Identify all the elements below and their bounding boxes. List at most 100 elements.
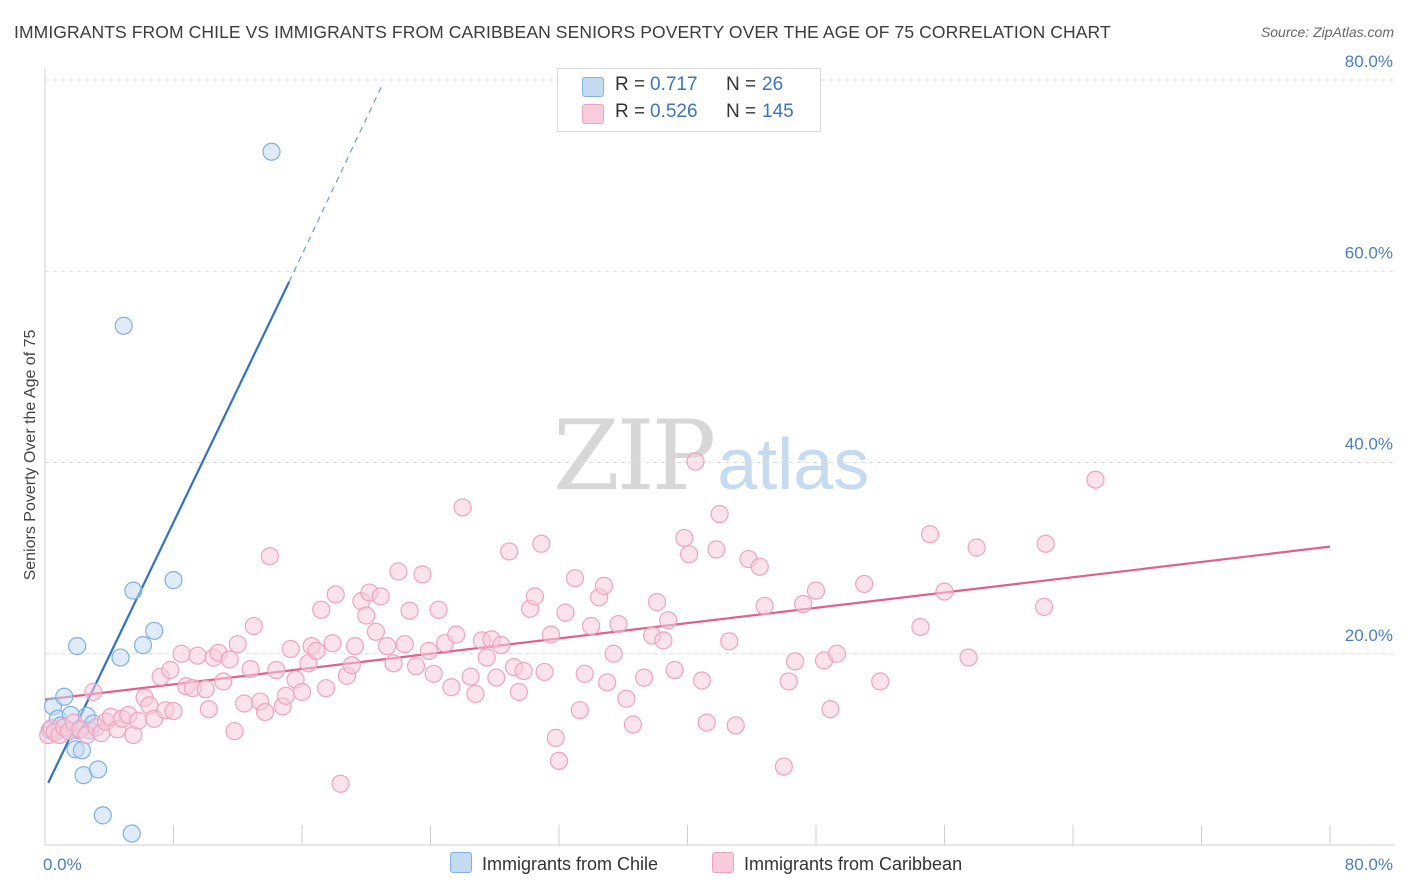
legend-n-value: 145 [762,101,794,122]
y-tick-label: 60.0% [1345,243,1393,262]
chile-point [145,621,164,640]
chile-point [93,806,112,825]
caribbean-point [609,615,628,634]
caribbean-point [378,636,397,656]
chile-point [122,824,141,843]
caribbean-point [220,650,239,669]
caribbean-point [342,656,361,675]
source-label: Source: ZipAtlas.com [1260,24,1394,40]
caribbean-point [692,671,712,690]
legend-n-value: 26 [762,74,784,95]
caribbean-point [720,632,739,651]
caribbean-point [546,728,565,748]
caribbean-point [647,593,667,612]
caribbean-point [565,569,585,588]
series-swatch-caribbean [712,852,734,873]
caribbean-point [492,636,511,655]
legend-r-label: R = [615,101,646,122]
caribbean-point [855,574,874,594]
caribbean-point [413,565,432,584]
caribbean-point [357,606,376,625]
watermark: ZIPatlas [553,400,869,512]
y-tick-label: 40.0% [1345,435,1393,454]
caribbean-point [827,644,846,663]
caribbean-point [525,587,545,606]
caribbean-point [384,654,403,673]
caribbean-point [424,664,443,683]
caribbean-point [675,528,694,548]
caribbean-point [659,611,678,630]
caribbean-point [594,576,614,595]
caribbean-point [477,648,496,667]
caribbean-point [214,672,233,691]
caribbean-point [774,757,793,776]
caribbean-point [967,538,986,557]
caribbean-point [680,545,699,564]
caribbean-point [188,646,207,665]
caribbean-point [241,659,260,679]
caribbean-point [726,716,745,735]
caribbean-point [164,702,183,721]
tick-labels: 20.0% 40.0% 60.0% 80.0% 0.0% 80.0% [43,52,1393,874]
caribbean-point [345,636,365,656]
trend-lines [44,84,1331,784]
y-tick-label: 80.0% [1345,52,1393,71]
y-axis-label: Seniors Poverty Over the Age of 75 [22,330,39,581]
caribbean-point [228,635,247,654]
data-points [39,142,1105,843]
x-tick-label: 80.0% [1345,855,1393,874]
chart-title: IMMIGRANTS FROM CHILE VS IMMIGRANTS FROM… [14,22,1111,42]
caribbean-point [406,657,426,676]
x-tick-label: 0.0% [43,855,82,874]
series-legend-caribbean: Immigrants from Caribbean [712,852,962,875]
legend-r-value: 0.526 [650,101,698,122]
caribbean-point [623,715,642,734]
caribbean-point [244,616,263,636]
watermark-atlas: atlas [717,425,870,505]
chile-point [68,636,87,656]
legend-r-label: R = [615,74,646,95]
caribbean-point [686,452,705,471]
caribbean-point [541,625,561,644]
caribbean-point [509,682,528,702]
chile-point [164,571,183,590]
axes [44,68,1395,846]
caribbean-point [196,680,215,699]
caribbean-point [911,617,930,637]
caribbean-point [570,701,589,720]
caribbean-point [316,679,336,698]
chile-point [133,636,153,655]
series-swatch-chile [450,852,472,873]
caribbean-point [276,686,296,705]
series-legend-chile: Immigrants from Chile [450,852,658,875]
caribbean-point [281,639,300,659]
caribbean-point [442,678,461,697]
caribbean-point [779,672,798,691]
legend-n-label: N = [726,74,757,95]
caribbean-point [461,667,480,686]
chile-point [262,142,281,161]
caribbean-point [487,668,506,687]
caribbean-point [707,540,726,559]
stats-legend: R = 0.717 N = 26 R = 0.526 N = 145 [557,68,821,132]
caribbean-point [429,600,448,619]
chile-point [55,687,74,706]
caribbean-point [710,505,729,524]
caribbean-point [84,682,103,702]
caribbean-point [172,644,191,663]
caribbean-point [755,596,774,616]
caribbean-point [1034,597,1054,616]
caribbean-point [307,641,326,660]
caribbean-point [400,601,419,620]
caribbean-point [806,581,826,600]
caribbean-point [750,557,769,576]
caribbean-point [959,648,978,667]
caribbean-point [665,660,684,680]
caribbean-point [697,713,716,732]
caribbean-point [323,634,342,653]
caribbean-point [129,711,148,730]
caribbean-point [225,722,244,741]
caribbean-point [514,661,533,681]
caribbean-point [549,751,569,770]
